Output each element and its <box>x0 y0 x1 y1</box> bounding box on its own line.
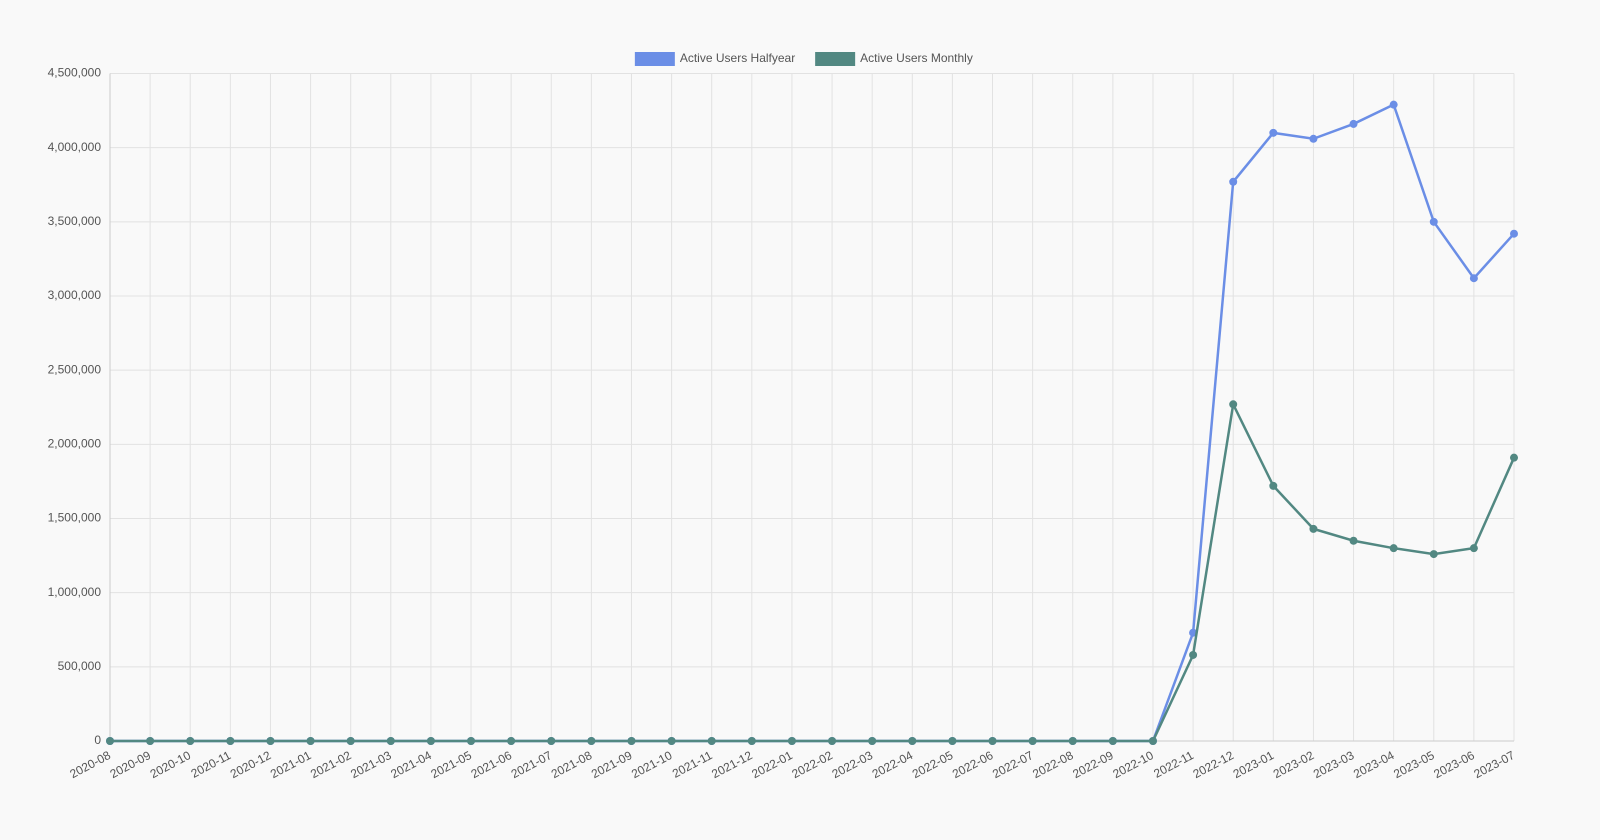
y-tick-label: 2,500,000 <box>48 362 102 376</box>
y-tick-label: 0 <box>94 733 101 747</box>
x-tick-label: 2021-01 <box>268 748 314 781</box>
x-tick-label: 2021-04 <box>388 748 434 781</box>
data-point <box>146 737 155 745</box>
legend-label: Active Users Halfyear <box>680 51 795 65</box>
data-point <box>1068 737 1077 745</box>
y-tick-label: 3,500,000 <box>48 214 102 228</box>
data-point <box>948 737 957 745</box>
data-point <box>747 737 756 745</box>
data-point <box>1269 481 1278 490</box>
x-tick-label: 2021-06 <box>469 748 515 781</box>
y-tick-label: 1,000,000 <box>48 585 102 599</box>
x-tick-label: 2023-01 <box>1231 748 1277 781</box>
data-point <box>787 737 796 745</box>
x-tick-label: 2021-11 <box>670 748 715 781</box>
data-point <box>828 737 837 745</box>
data-point <box>627 737 636 745</box>
x-tick-label: 2022-10 <box>1110 748 1156 781</box>
data-point <box>1510 229 1518 238</box>
x-tick-label: 2022-09 <box>1070 748 1116 781</box>
legend-label: Active Users Monthly <box>860 51 973 65</box>
data-point <box>1148 737 1157 745</box>
data-point <box>1309 524 1318 533</box>
data-point <box>106 737 114 745</box>
x-tick-label: 2021-09 <box>589 748 635 781</box>
x-tick-label: 2023-05 <box>1391 748 1437 781</box>
data-point <box>507 737 516 745</box>
x-tick-label: 2021-12 <box>709 748 755 781</box>
x-tick-label: 2020-12 <box>228 748 274 781</box>
data-point <box>386 737 395 745</box>
x-tick-label: 2020-08 <box>67 748 113 781</box>
data-point <box>868 737 877 745</box>
data-point <box>1349 536 1358 545</box>
data-point <box>1229 400 1238 409</box>
y-tick-label: 1,500,000 <box>48 511 102 525</box>
data-point <box>306 737 315 745</box>
x-tick-label: 2022-11 <box>1151 748 1196 781</box>
data-point <box>467 737 476 745</box>
x-tick-label: 2022-01 <box>749 748 795 781</box>
x-tick-label: 2021-03 <box>348 748 394 781</box>
data-point <box>1469 274 1478 283</box>
x-tick-label: 2021-05 <box>428 748 474 781</box>
data-point <box>1309 134 1318 143</box>
x-tick-label: 2022-06 <box>950 748 996 781</box>
data-point <box>186 737 195 745</box>
data-point <box>1510 453 1518 462</box>
y-tick-label: 500,000 <box>58 659 102 673</box>
x-tick-label: 2020-09 <box>108 748 154 781</box>
data-point <box>908 737 917 745</box>
data-point <box>1469 544 1478 553</box>
y-tick-label: 4,000,000 <box>48 140 102 154</box>
x-tick-label: 2023-03 <box>1311 748 1357 781</box>
y-tick-label: 3,000,000 <box>48 288 102 302</box>
series-line <box>110 102 1515 743</box>
legend-swatch <box>815 52 856 66</box>
data-point <box>988 737 997 745</box>
data-point <box>1429 217 1438 226</box>
x-tick-label: 2022-02 <box>789 748 835 781</box>
x-tick-label: 2022-08 <box>1030 748 1076 781</box>
data-point <box>1389 100 1398 109</box>
x-tick-label: 2020-10 <box>148 748 194 781</box>
x-tick-label: 2022-07 <box>990 748 1036 781</box>
data-point <box>1229 177 1238 186</box>
data-point <box>1389 544 1398 553</box>
data-point <box>1349 119 1358 128</box>
x-tick-label: 2023-02 <box>1271 748 1317 781</box>
x-tick-label: 2023-07 <box>1471 748 1517 781</box>
data-point <box>1429 550 1438 559</box>
data-point <box>587 737 596 745</box>
data-point <box>226 737 235 745</box>
legend-swatch <box>634 52 675 66</box>
x-tick-label: 2021-02 <box>308 748 354 781</box>
x-tick-label: 2022-04 <box>870 748 916 781</box>
x-tick-label: 2021-07 <box>509 748 555 781</box>
x-tick-label: 2023-04 <box>1351 748 1397 781</box>
x-tick-label: 2022-05 <box>910 748 956 781</box>
x-tick-label: 2022-12 <box>1191 748 1237 781</box>
data-point <box>1108 737 1117 745</box>
x-tick-label: 2022-03 <box>830 748 876 781</box>
data-point <box>1028 737 1037 745</box>
data-point <box>667 737 676 745</box>
y-tick-label: 2,000,000 <box>48 437 102 451</box>
x-tick-label: 2021-08 <box>549 748 595 781</box>
data-point <box>426 737 435 745</box>
x-tick-label: 2020-11 <box>189 748 234 781</box>
data-point <box>707 737 716 745</box>
data-point <box>346 737 355 745</box>
data-point <box>266 737 275 745</box>
x-tick-label: 2023-06 <box>1431 748 1477 781</box>
data-point <box>1189 650 1198 659</box>
data-point <box>547 737 556 745</box>
x-tick-label: 2021-10 <box>629 748 675 781</box>
y-tick-label: 4,500,000 <box>48 66 102 80</box>
data-point <box>1269 128 1278 137</box>
series-line <box>110 400 1516 743</box>
